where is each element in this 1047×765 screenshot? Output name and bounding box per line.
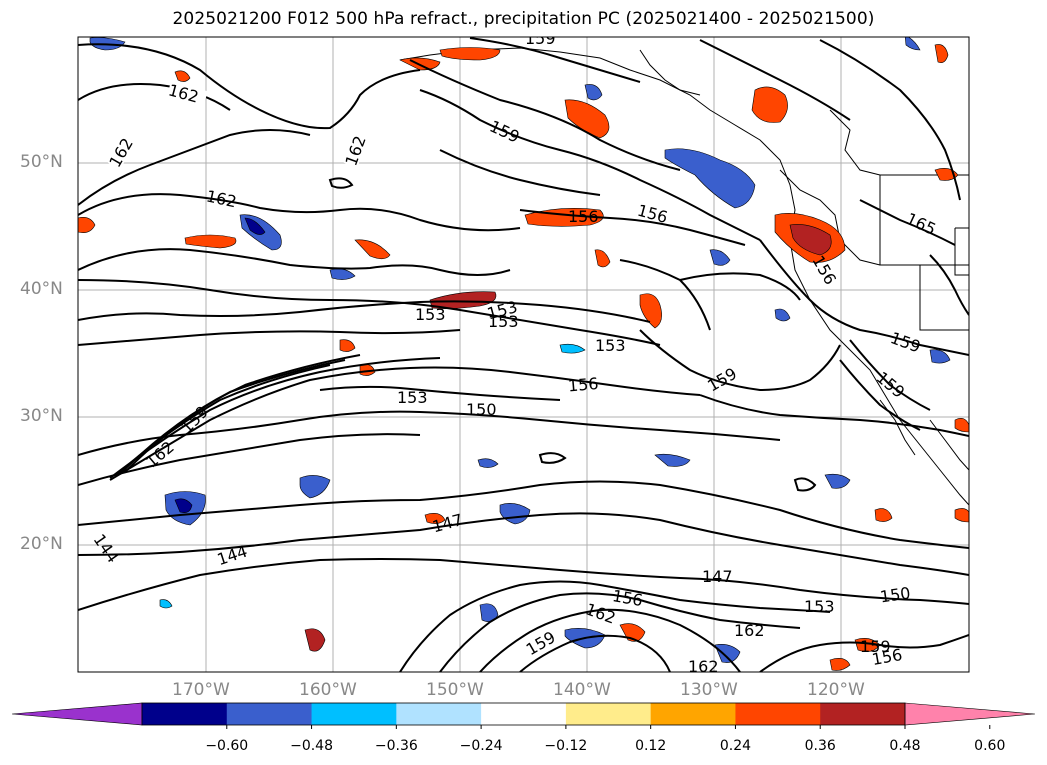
lat-label-50n: 50°N [20,152,63,172]
colorbar-extend-right [904,702,1036,726]
lon-label-150w: 150°W [426,680,484,700]
contour-label: 162 [734,621,765,640]
contour-label: 150 [466,400,497,419]
contour-label: 159 [525,29,556,48]
contour-label: 156 [567,374,599,396]
colorbar-tick-label: −0.60 [205,738,249,754]
lon-label-130w: 130°W [680,680,738,700]
colorbar-extend-left [11,702,143,726]
contour-label: 159 [860,637,891,656]
contour-label: 153 [415,305,446,324]
colorbar-cell [650,703,736,725]
lon-label-160w: 160°W [299,680,357,700]
contour-label: 153 [488,312,519,331]
lon-label-170w: 170°W [172,680,230,700]
colorbar-cell [311,703,397,725]
colorbar-cell [735,703,821,725]
contour-label: 153 [804,597,835,616]
lon-label-120w: 120°W [807,680,865,700]
colorbar [11,702,1036,729]
colorbar-cell [142,703,228,725]
lat-label-40n: 40°N [20,279,63,299]
map-title: 2025021200 F012 500 hPa refract., precip… [172,9,875,29]
contour-label: 153 [595,336,626,355]
colorbar-cell [226,703,313,725]
lon-label-140w: 140°W [553,680,611,700]
precipitation-fills [78,37,969,671]
height-contours [78,37,969,672]
colorbar-tick-label: 0.36 [804,738,836,754]
colorbar-tick-label: −0.12 [544,738,588,754]
lat-label-20n: 20°N [20,534,63,554]
contour-label: 147 [702,567,733,586]
colorbar-cell [481,703,567,725]
colorbar-tick-label: 0.24 [719,738,752,754]
colorbar-cell [565,703,652,725]
contour-label: 162 [688,657,719,676]
colorbar-cell [820,703,906,725]
lat-label-30n: 30°N [20,406,63,426]
contour-label: 150 [879,583,912,606]
colorbar-tick-label: 0.12 [635,738,667,754]
contour-label: 156 [568,207,599,226]
colorbar-tick-label: 0.48 [889,738,921,754]
colorbar-cell [396,703,482,725]
contour-label: 153 [397,388,428,407]
colorbar-tick-label: 0.60 [974,738,1006,754]
colorbar-tick-label: −0.36 [374,738,418,754]
colorbar-tick-label: −0.48 [290,738,333,754]
colorbar-tick-label: −0.24 [459,738,503,754]
